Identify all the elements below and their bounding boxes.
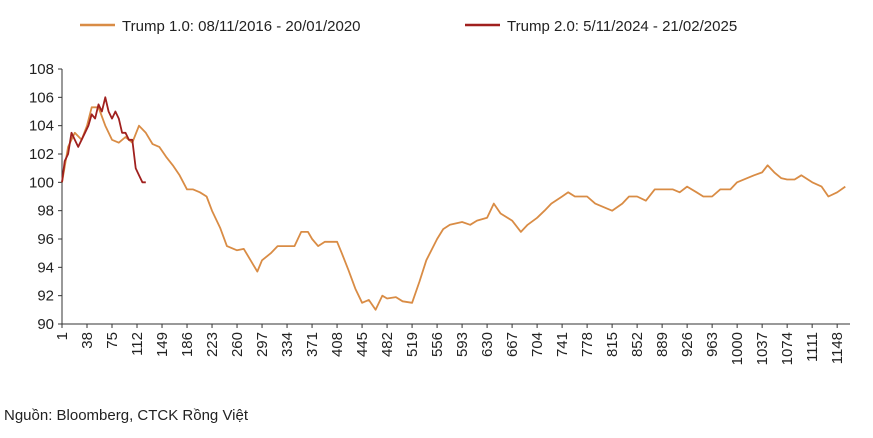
x-tick-label: 630 xyxy=(479,332,496,357)
y-tick-label: 90 xyxy=(37,316,54,333)
y-tick-label: 94 xyxy=(37,259,54,276)
x-tick-label: 741 xyxy=(554,332,571,357)
x-tick-label: 186 xyxy=(179,332,196,357)
series-line xyxy=(61,96,146,184)
x-tick-label: 260 xyxy=(229,332,246,357)
x-tick-label: 889 xyxy=(654,332,671,357)
x-tick-label: 149 xyxy=(154,332,171,357)
x-tick-label: 38 xyxy=(79,332,96,349)
x-tick-label: 778 xyxy=(579,332,596,357)
x-tick-label: 297 xyxy=(254,332,271,357)
x-tick-label: 556 xyxy=(429,332,446,357)
legend-label: Trump 1.0: 08/11/2016 - 20/01/2020 xyxy=(122,18,361,35)
x-tick-label: 704 xyxy=(529,332,546,357)
y-tick-label: 98 xyxy=(37,203,54,220)
x-tick-label: 482 xyxy=(379,332,396,357)
x-tick-label: 519 xyxy=(404,332,421,357)
x-tick-label: 371 xyxy=(304,332,321,357)
y-tick-label: 102 xyxy=(29,146,54,163)
x-tick-label: 334 xyxy=(279,332,296,357)
y-tick-label: 96 xyxy=(37,231,54,248)
series-line xyxy=(61,106,846,311)
x-tick-label: 963 xyxy=(704,332,721,357)
source: Nguồn: Bloomberg, CTCK Rồng Việt xyxy=(4,407,249,424)
y-tick-label: 104 xyxy=(29,118,54,135)
y-tick-label: 92 xyxy=(37,288,54,305)
x-tick-label: 926 xyxy=(679,332,696,357)
x-tick-label: 1 xyxy=(54,332,71,340)
x-tick-label: 1037 xyxy=(754,332,771,365)
x-tick-label: 445 xyxy=(354,332,371,357)
y-tick-label: 100 xyxy=(29,174,54,191)
x-tick-label: 852 xyxy=(629,332,646,357)
x-tick-label: 1111 xyxy=(804,332,821,362)
x-tick-label: 1000 xyxy=(729,332,746,365)
x-tick-label: 75 xyxy=(104,332,121,349)
x-tick-label: 815 xyxy=(604,332,621,357)
x-tick-label: 1148 xyxy=(829,332,846,364)
legend-label: Trump 2.0: 5/11/2024 - 21/02/2025 xyxy=(507,18,737,35)
x-tick-label: 408 xyxy=(329,332,346,357)
x-tick-label: 1074 xyxy=(779,332,796,365)
x-tick-label: 593 xyxy=(454,332,471,357)
x-tick-label: 223 xyxy=(204,332,221,357)
x-tick-label: 112 xyxy=(129,332,146,356)
y-tick-label: 108 xyxy=(29,61,54,78)
y-tick-label: 106 xyxy=(29,89,54,106)
x-tick-label: 667 xyxy=(504,332,521,357)
